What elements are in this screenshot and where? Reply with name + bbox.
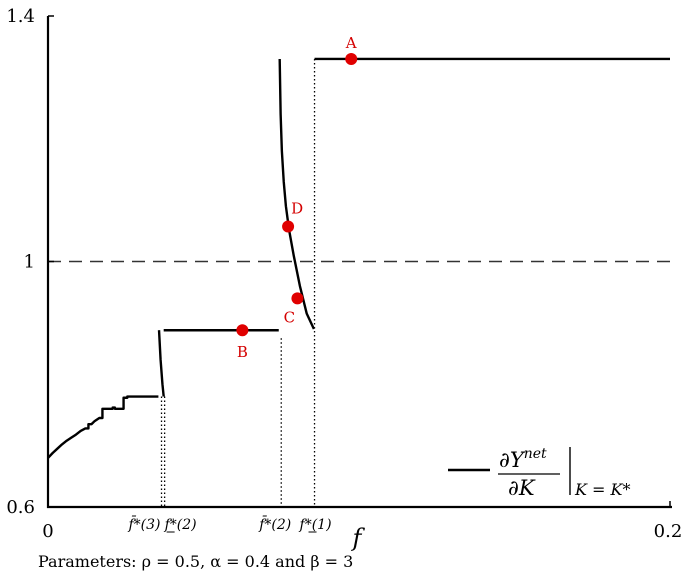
legend-evaluated-at: K = K* — [574, 480, 630, 499]
x-axis-title: f — [351, 524, 366, 552]
axes-group — [46, 15, 672, 509]
x-tick-label-1: 0.2 — [654, 521, 683, 542]
series-segment-1 — [157, 330, 165, 397]
labels-group: f̄*(3) f*(2) f̄*(2) f*(1) 0.6 1 1.4 0 0.2 A B C D — [6, 6, 682, 542]
parameters-caption: Parameters: ρ = 0.5, α = 0.4 and β = 3 — [38, 552, 354, 571]
legend-denominator: ∂K — [508, 476, 536, 500]
legend: ∂Ynet ∂K K = K* — [448, 446, 630, 500]
points-group — [236, 52, 358, 337]
point-c — [291, 292, 304, 305]
point-d — [282, 220, 295, 233]
legend-numerator-sup: net — [524, 446, 547, 462]
x-marker-label-2: f̄*(2) — [258, 515, 291, 533]
x-marker-group — [160, 58, 316, 507]
x-tick-label-0: 0 — [42, 521, 53, 542]
y-tick-label-2: 1.4 — [6, 6, 35, 27]
y-tick-label-0: 0.6 — [6, 497, 35, 518]
legend-numerator-base: ∂Y — [499, 448, 526, 472]
point-a — [345, 52, 358, 65]
legend-numerator: ∂Ynet — [499, 446, 547, 472]
point-label-a: A — [345, 34, 357, 52]
point-b — [236, 324, 249, 337]
y-tick-label-1: 1 — [24, 252, 35, 273]
point-label-c: C — [284, 308, 295, 326]
x-marker-label-0: f̄*(3) — [128, 515, 161, 533]
point-label-b: B — [237, 343, 248, 361]
series-segment-0 — [47, 395, 159, 459]
x-marker-label-1: f*(2) — [164, 517, 197, 533]
x-marker-label-3: f*(1) — [299, 517, 332, 533]
point-label-d: D — [291, 200, 303, 218]
series-segment-3 — [278, 58, 315, 330]
series-group — [47, 57, 670, 459]
